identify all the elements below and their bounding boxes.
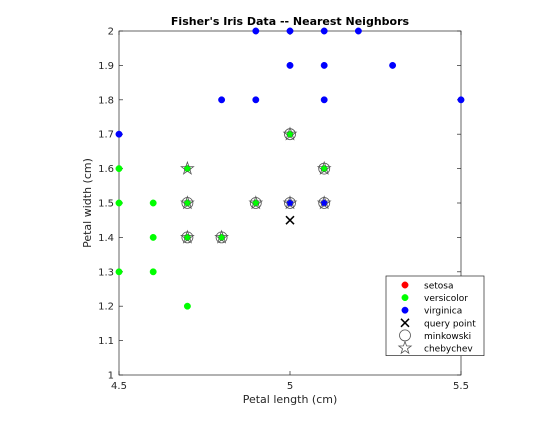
- data-point: [248, 195, 264, 210]
- chart-title: Fisher's Iris Data -- Nearest Neighbors: [171, 15, 410, 28]
- x-tick-label: 4.5: [111, 381, 127, 392]
- x-axis-label: Petal length (cm): [243, 393, 338, 406]
- data-point: [252, 96, 260, 104]
- legend-label: chebychev: [424, 345, 473, 355]
- data-point: [316, 160, 332, 175]
- legend-marker: [400, 318, 410, 328]
- data-point: [457, 96, 465, 104]
- data-point: [320, 61, 328, 69]
- data-point: [180, 229, 195, 244]
- y-tick-label: 2: [108, 27, 114, 38]
- x-tick-label: 5.5: [453, 381, 469, 392]
- query-point-marker: [285, 215, 295, 225]
- series-query-point: [285, 215, 295, 225]
- query-x-stroke: [285, 215, 295, 225]
- y-tick-label: 1.8: [98, 95, 114, 106]
- legend: setosa versicolor virginica query point mink…: [385, 275, 485, 356]
- y-tick-label: 1.6: [98, 164, 114, 175]
- y-tick-label: 1.4: [98, 233, 114, 244]
- y-tick-label: 1.3: [98, 267, 114, 278]
- legend-item: versicolor: [401, 294, 468, 304]
- series-chebychev: [180, 126, 332, 244]
- y-axis-label: Petal width (cm): [81, 158, 94, 248]
- y-tick-label: 1.2: [98, 302, 114, 313]
- legend-item: setosa: [401, 281, 453, 292]
- data-point: [282, 195, 298, 210]
- data-point: [115, 165, 123, 173]
- data-point: [149, 199, 157, 207]
- legend-marker: [401, 294, 409, 302]
- y-tick-label: 1: [108, 371, 114, 382]
- legend-label: versicolor: [424, 294, 468, 304]
- y-tick-label: 1.5: [98, 199, 114, 210]
- data-point: [320, 27, 328, 35]
- data-point: [180, 195, 195, 210]
- y-tick-label: 1.1: [98, 336, 114, 347]
- data-point: [218, 96, 226, 104]
- data-point: [320, 96, 328, 104]
- data-point: [316, 195, 332, 210]
- y-tick-label: 1.7: [98, 130, 114, 141]
- data-point: [286, 61, 294, 69]
- legend-label: query point: [424, 319, 476, 329]
- legend-label: minkowski: [424, 332, 471, 342]
- series-virginica: [115, 27, 465, 207]
- data-point: [286, 27, 294, 35]
- query-x-stroke: [400, 318, 410, 328]
- data-point: [183, 302, 191, 310]
- data-point: [282, 126, 298, 141]
- data-point: [115, 268, 123, 276]
- legend-marker: [401, 306, 409, 314]
- data-point: [149, 233, 157, 241]
- legend-marker: [401, 281, 409, 289]
- data-point: [389, 61, 397, 69]
- data-point: [214, 229, 229, 244]
- legend-item: query point: [400, 318, 476, 329]
- y-axis: 1 1.1 1.2 1.3 1.4 1.5 1.6 1.7 1.8 1.9 2: [98, 27, 461, 382]
- legend-item: chebychev: [397, 340, 473, 355]
- x-tick-label: 5: [287, 381, 293, 392]
- data-point: [149, 268, 157, 276]
- legend-item: virginica: [401, 306, 462, 317]
- legend-label: setosa: [424, 282, 453, 292]
- data-point: [252, 27, 260, 35]
- y-tick-label: 1.9: [98, 61, 114, 72]
- data-point: [115, 199, 123, 207]
- data-point: [180, 160, 195, 175]
- data-points: [115, 27, 465, 310]
- legend-box: [385, 275, 485, 356]
- legend-marker: [397, 340, 413, 355]
- data-point: [354, 27, 362, 35]
- legend-label: virginica: [424, 307, 462, 317]
- data-point: [115, 130, 123, 138]
